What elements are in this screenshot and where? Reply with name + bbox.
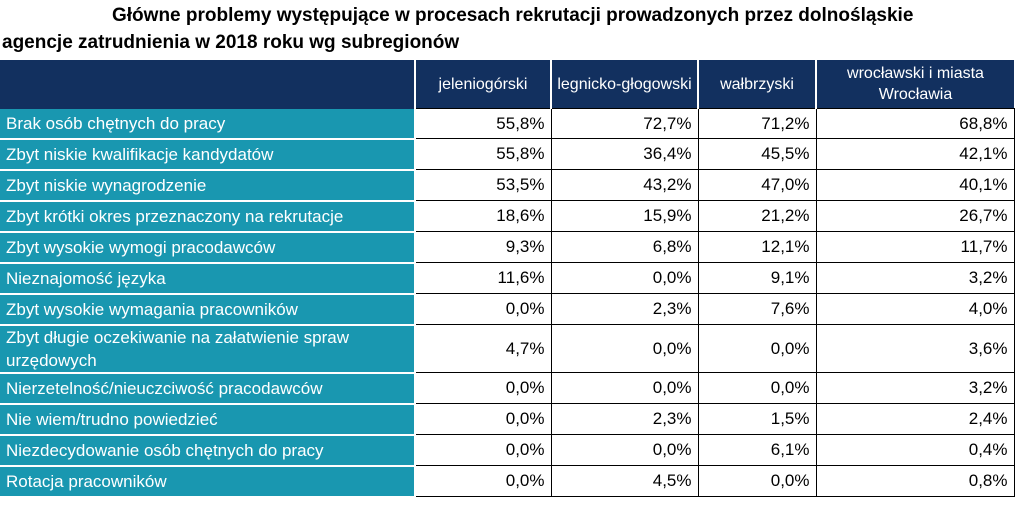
table-cell-value: 0,0% [550, 372, 699, 404]
table-cell-value: 6,8% [550, 231, 699, 263]
table-cell-value: 21,2% [697, 200, 817, 232]
table-cell-value: 9,1% [697, 262, 817, 294]
table-cell-value: 3,6% [815, 324, 1015, 373]
table-row: Nie wiem/trudno powiedzieć 0,0% 2,3% 1,5% 2,… [0, 403, 1015, 436]
table-row: Niezdecydowanie osób chętnych do pracy 0,… [0, 434, 1015, 467]
table-cell-value: 55,8% [414, 138, 552, 170]
table-row: Zbyt niskie kwalifikacje kandydatów 55,8%… [0, 138, 1015, 171]
table-title-line-1: Główne problemy występujące w procesach … [112, 5, 914, 26]
table-cell-value: 0,0% [550, 324, 699, 373]
table-cell-value: 26,7% [815, 200, 1015, 232]
table-row: Brak osób chętnych do pracy 55,8% 72,7% 71,… [0, 108, 1015, 140]
table-cell-value: 4,5% [550, 465, 699, 497]
header-corner-cell [0, 60, 416, 109]
table-cell-value: 2,3% [550, 403, 699, 435]
table-title-line-2: agencje zatrudnienia w 2018 roku wg subr… [2, 32, 460, 53]
table-row: Nierzetelność/nieuczciwość pracodawców 0,… [0, 372, 1015, 405]
column-header-walbrzyski: wałbrzyski [698, 60, 817, 109]
table-cell-value: 11,6% [414, 262, 552, 294]
table-cell-value: 45,5% [697, 138, 817, 170]
row-label: Rotacja pracowników [0, 465, 416, 498]
table-cell-value: 0,0% [414, 293, 552, 325]
table-row: Zbyt krótki okres przeznaczony na rekrut… [0, 200, 1015, 233]
table-cell-value: 55,8% [414, 108, 552, 139]
table-cell-value: 0,0% [550, 262, 699, 294]
table-cell-value: 12,1% [697, 231, 817, 263]
table-cell-value: 72,7% [550, 108, 699, 139]
table-cell-value: 0,4% [815, 434, 1015, 466]
row-label: Zbyt wysokie wymogi pracodawców [0, 231, 416, 264]
table-cell-value: 40,1% [815, 169, 1015, 201]
row-label: Brak osób chętnych do pracy [0, 108, 416, 140]
row-label: Nierzetelność/nieuczciwość pracodawców [0, 372, 416, 405]
table-cell-value: 15,9% [550, 200, 699, 232]
row-label: Zbyt niskie kwalifikacje kandydatów [0, 138, 416, 171]
table-cell-value: 0,0% [414, 372, 552, 404]
table-row: Zbyt wysokie wymagania pracowników 0,0% 2,… [0, 293, 1015, 326]
table-cell-value: 7,6% [697, 293, 817, 325]
column-header-jeleniogorski: jeleniogórski [415, 60, 552, 109]
row-label: Zbyt długie oczekiwanie na załatwienie s… [0, 324, 416, 374]
table-body: Brak osób chętnych do pracy 55,8% 72,7% 71,… [0, 108, 1015, 498]
row-label: Zbyt niskie wynagrodzenie [0, 169, 416, 202]
table-cell-value: 53,5% [414, 169, 552, 201]
table-row: Zbyt długie oczekiwanie na załatwienie s… [0, 324, 1015, 374]
table-cell-value: 18,6% [414, 200, 552, 232]
table-cell-value: 68,8% [815, 108, 1015, 139]
table-cell-value: 0,0% [414, 434, 552, 466]
table-cell-value: 6,1% [697, 434, 817, 466]
table-cell-value: 71,2% [697, 108, 817, 139]
table-cell-value: 43,2% [550, 169, 699, 201]
table-cell-value: 42,1% [815, 138, 1015, 170]
row-label: Zbyt krótki okres przeznaczony na rekrut… [0, 200, 416, 233]
table-cell-value: 2,3% [550, 293, 699, 325]
table-title: Główne problemy występujące w procesach … [0, 2, 1023, 56]
table-cell-value: 0,0% [697, 324, 817, 373]
table-cell-value: 11,7% [815, 231, 1015, 263]
table-cell-value: 4,7% [414, 324, 552, 373]
table-header-row: jeleniogórski legnicko-głogowski wałbrzy… [0, 60, 1014, 109]
table-cell-value: 0,0% [697, 372, 817, 404]
recruitment-problems-table: jeleniogórski legnicko-głogowski wałbrzy… [0, 60, 1015, 498]
table-cell-value: 0,8% [815, 465, 1015, 497]
table-cell-value: 47,0% [697, 169, 817, 201]
table-cell-value: 0,0% [550, 434, 699, 466]
table-cell-value: 36,4% [550, 138, 699, 170]
table-cell-value: 3,2% [815, 372, 1015, 404]
table-cell-value: 0,0% [414, 465, 552, 497]
table-cell-value: 3,2% [815, 262, 1015, 294]
row-label: Zbyt wysokie wymagania pracowników [0, 293, 416, 326]
table-cell-value: 0,0% [697, 465, 817, 497]
column-header-wroclawski: wrocławski i miasta Wrocławia [816, 60, 1014, 109]
row-label: Nieznajomość języka [0, 262, 416, 295]
table-row: Zbyt wysokie wymogi pracodawców 9,3% 6,8% 1… [0, 231, 1015, 264]
table-cell-value: 9,3% [414, 231, 552, 263]
table-row: Nieznajomość języka 11,6% 0,0% 9,1% 3,2% [0, 262, 1015, 295]
table-cell-value: 1,5% [697, 403, 817, 435]
table-cell-value: 0,0% [414, 403, 552, 435]
table-cell-value: 2,4% [815, 403, 1015, 435]
row-label: Nie wiem/trudno powiedzieć [0, 403, 416, 436]
table-row: Rotacja pracowników 0,0% 4,5% 0,0% 0,8% [0, 465, 1015, 498]
table-cell-value: 4,0% [815, 293, 1015, 325]
table-row: Zbyt niskie wynagrodzenie 53,5% 43,2% 47,0%… [0, 169, 1015, 202]
column-header-legnicko-glogowski: legnicko-głogowski [551, 60, 699, 109]
row-label: Niezdecydowanie osób chętnych do pracy [0, 434, 416, 467]
